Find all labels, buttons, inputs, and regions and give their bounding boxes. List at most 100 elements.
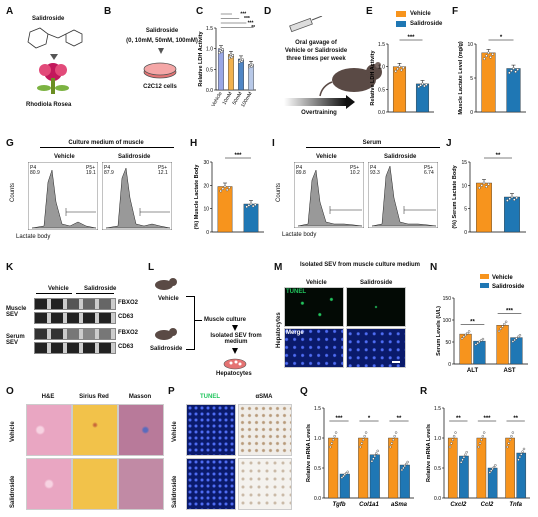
- data-point: [396, 67, 399, 71]
- data-point: [421, 82, 424, 86]
- data-point: [461, 458, 464, 461]
- y-tick-label: 1.5: [434, 406, 441, 412]
- y-tick-label: 0.0: [378, 110, 385, 116]
- chart-n: 0 50 100 150 Serum Levels (U/L) ALT ** AST *** Ve…: [430, 262, 532, 380]
- data-point: [227, 186, 231, 189]
- data-point: [459, 461, 463, 464]
- data-point: [510, 69, 513, 72]
- bar: [248, 64, 254, 91]
- i-ylabel: Counts: [276, 182, 282, 202]
- sig-label: **: [513, 416, 518, 422]
- data-point: [393, 435, 396, 438]
- bar: [505, 437, 515, 499]
- panel-letter-i: I: [272, 138, 275, 149]
- legend-swatch: [480, 283, 489, 288]
- overtraining-label: Overtraining: [301, 110, 337, 116]
- y-axis-label: Relative LDH Activity: [370, 50, 376, 106]
- arrow-down-icon: [232, 325, 238, 331]
- data-point: [454, 431, 457, 434]
- data-point: [346, 470, 349, 474]
- data-point: [417, 85, 421, 89]
- k-band-cd63-1: CD63: [118, 314, 134, 320]
- data-point: [515, 196, 518, 200]
- i-right-group: Salidroside: [384, 154, 417, 160]
- k-header-line-vehicle: [36, 293, 72, 294]
- i-histogram-left: [294, 162, 364, 228]
- data-point: [517, 458, 520, 461]
- data-point: [330, 442, 333, 445]
- data-point: [363, 435, 366, 438]
- y-tick-label: 5: [464, 207, 467, 213]
- sig-label: ***: [506, 309, 514, 315]
- data-point: [462, 456, 466, 459]
- data-point: [451, 438, 454, 441]
- legend-top: Vehicle Salidroside: [396, 10, 476, 32]
- data-point: [251, 63, 254, 67]
- panel-letter-e: E: [366, 6, 373, 17]
- m-col1: Vehicle: [306, 280, 327, 286]
- m-col2: Salidroside: [360, 280, 393, 286]
- p-tunel-salidroside: [186, 458, 236, 510]
- data-point: [480, 438, 483, 441]
- sig-label: *: [500, 35, 503, 41]
- data-point: [464, 333, 467, 337]
- chart-c: 0.0 0.5 1.0 1.5 Relative LDH Activity Vehicle…: [196, 10, 260, 120]
- data-point: [492, 465, 496, 469]
- data-point: [340, 476, 344, 479]
- bar: [369, 454, 380, 499]
- data-point: [508, 197, 511, 201]
- data-point: [482, 431, 486, 434]
- data-point: [520, 453, 523, 456]
- panel-letter-r: R: [420, 386, 428, 397]
- data-point: [487, 51, 490, 55]
- bar: [447, 437, 458, 499]
- x-tick-label: Cxcl2: [450, 502, 467, 508]
- arrow-right-icon: [346, 95, 355, 109]
- y-axis-label: Muscle Lactate Level (mg/g): [458, 41, 464, 115]
- data-point: [490, 469, 493, 472]
- data-point: [488, 471, 492, 474]
- k-header-vehicle: Vehicle: [48, 286, 69, 292]
- plant-label: Rhodiola Rosea: [26, 102, 72, 108]
- arrow-down-icon: [50, 54, 58, 60]
- data-point: [511, 340, 515, 343]
- panel-letter-m: M: [274, 262, 283, 273]
- sig-label: **: [251, 25, 255, 31]
- cells-label: C2C12 cells: [143, 84, 177, 90]
- bar: [238, 58, 244, 91]
- g-left-group: Vehicle: [54, 154, 75, 160]
- chart-f: 0 5 10 Muscle Lactate Level (mg/g) *: [452, 30, 532, 122]
- data-point: [514, 70, 517, 74]
- y-tick-label: 0: [206, 230, 209, 236]
- data-point: [376, 449, 379, 453]
- scale-bar: [392, 361, 400, 363]
- sig-label: **: [397, 416, 402, 422]
- data-point: [485, 185, 488, 188]
- d-line3: three times per week: [286, 56, 346, 62]
- bar: [504, 196, 520, 233]
- data-point: [401, 66, 405, 70]
- molecule-structure: [27, 27, 83, 49]
- y-tick-label: 0: [464, 230, 467, 236]
- g-left-p5: P5+ 19.1: [86, 165, 96, 176]
- p-asma-salidroside: [238, 458, 292, 510]
- y-tick-label: 0: [448, 362, 451, 368]
- data-point: [402, 466, 405, 470]
- o-col-he: H&E: [41, 394, 55, 400]
- l-salidroside: Salidroside: [150, 346, 183, 352]
- data-point: [515, 337, 518, 340]
- sig-label: ***: [234, 153, 242, 159]
- i-right-p4: P4 93.3: [370, 165, 380, 176]
- y-tick-label: 1.0: [378, 65, 385, 71]
- data-point: [510, 195, 514, 199]
- data-point: [504, 320, 508, 323]
- o-masson-vehicle: [118, 404, 164, 456]
- data-point: [506, 445, 509, 449]
- l-step3: Hepatocytes: [216, 371, 252, 377]
- panel-letter-q: Q: [300, 386, 308, 397]
- data-point: [478, 186, 481, 190]
- compound-label: Salidroside: [32, 16, 65, 22]
- data-point: [491, 467, 494, 471]
- data-point: [467, 330, 471, 333]
